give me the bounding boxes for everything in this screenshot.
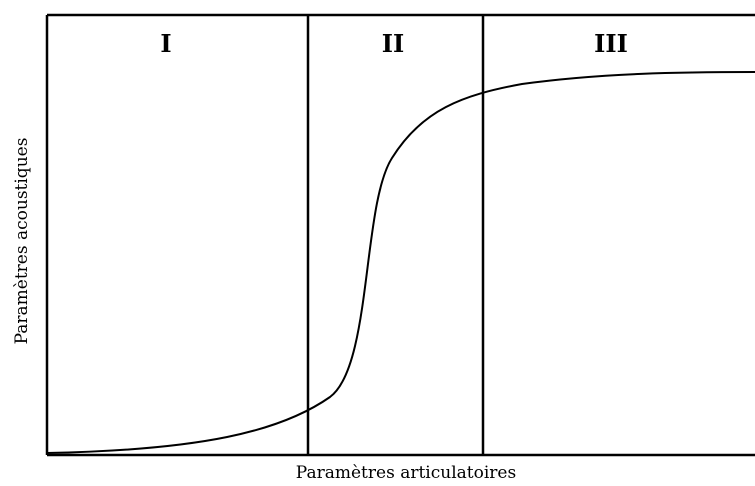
curve [46,71,755,454]
region-label: I [160,29,171,58]
region-label: II [382,29,404,58]
x-axis-label: Paramètres articulatoires [296,463,516,483]
region-label: III [594,29,628,58]
frame [45,13,755,457]
y-axis-label: Paramètres acoustiques [12,138,32,345]
